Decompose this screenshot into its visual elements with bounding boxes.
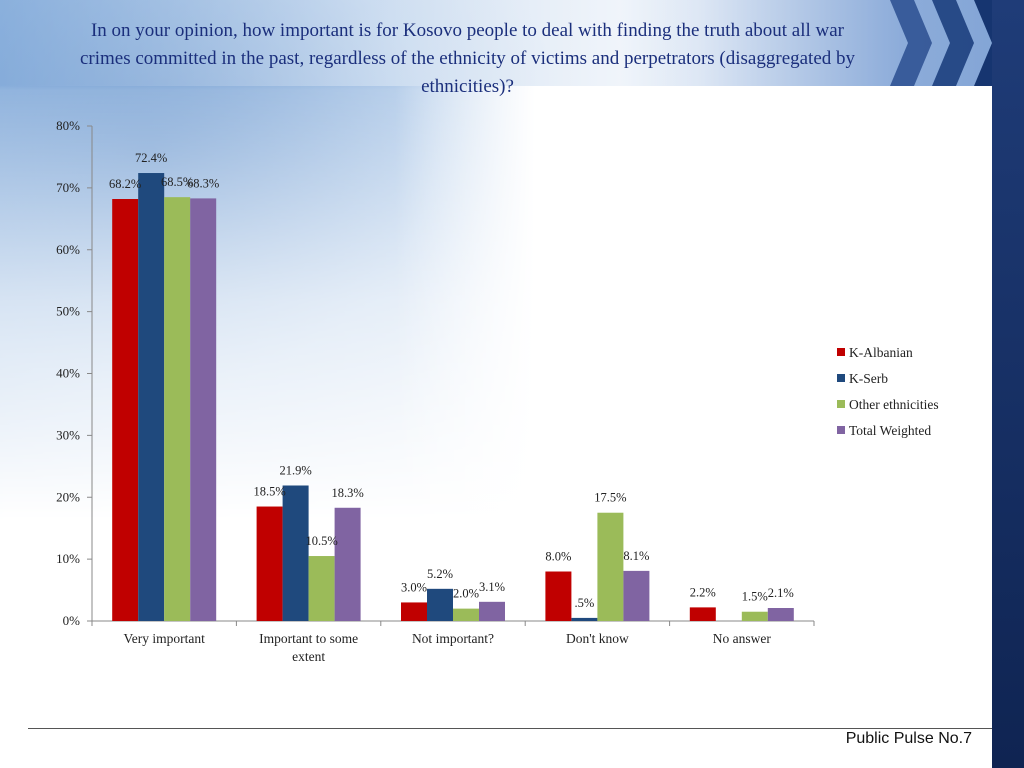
category-label: Not important? — [412, 631, 494, 646]
bar — [741, 611, 768, 621]
y-tick-label: 20% — [56, 489, 80, 504]
legend-swatch — [837, 426, 845, 434]
slide-title: In on your opinion, how important is for… — [79, 20, 856, 97]
legend-label: K-Albanian — [849, 345, 913, 360]
bar — [401, 602, 427, 621]
category-label: Don't know — [566, 631, 629, 646]
data-label: 1.5% — [742, 590, 768, 604]
legend-swatch — [837, 400, 845, 408]
data-label: 8.1% — [623, 549, 649, 563]
footer-label: Public Pulse No.7 — [845, 730, 972, 747]
legend-swatch — [837, 374, 845, 382]
y-tick-label: 30% — [56, 427, 80, 442]
bar — [334, 507, 361, 621]
legend-label: Total Weighted — [849, 423, 931, 438]
data-label: 2.1% — [768, 586, 794, 600]
y-tick-label: 80% — [56, 118, 80, 133]
data-label: 17.5% — [594, 491, 626, 505]
bar — [282, 485, 309, 621]
right-accent-strip — [992, 0, 1024, 768]
data-label: 18.3% — [331, 486, 363, 500]
y-tick-label: 40% — [56, 366, 80, 381]
data-label: 2.2% — [690, 585, 716, 599]
bar — [545, 571, 572, 621]
bar — [308, 556, 335, 621]
y-axis-ticks: 0% 10% 20% 30% 40% 50% 60% 70% 80% — [56, 118, 815, 628]
bar — [164, 197, 191, 621]
bar — [427, 588, 453, 621]
bar — [138, 173, 165, 621]
bar — [479, 601, 505, 621]
bar — [689, 607, 716, 621]
bar — [453, 608, 479, 621]
y-tick-label: 50% — [56, 304, 80, 319]
category-label: No answer — [713, 631, 772, 646]
data-label: 2.0% — [453, 587, 479, 601]
data-label: 10.5% — [305, 534, 337, 548]
data-label: .5% — [575, 596, 595, 610]
legend-label: Other ethnicities — [849, 397, 939, 412]
data-label: 18.5% — [253, 485, 285, 499]
category-label: Important to some extent — [259, 631, 358, 664]
legend-swatch — [837, 348, 845, 356]
data-label: 3.0% — [401, 580, 427, 594]
y-tick-label: 70% — [56, 180, 80, 195]
data-label: 21.9% — [279, 463, 311, 477]
data-label: 72.4% — [135, 151, 167, 165]
data-label: 8.0% — [545, 550, 571, 564]
bar-series — [112, 173, 794, 622]
category-label: Very important — [124, 631, 206, 646]
data-label: 68.2% — [109, 177, 141, 191]
y-tick-label: 10% — [56, 551, 80, 566]
legend-label: K-Serb — [849, 371, 888, 386]
data-label: 68.5% — [161, 175, 193, 189]
y-tick-label: 0% — [63, 613, 81, 628]
bar — [767, 608, 794, 621]
bar — [112, 199, 139, 621]
data-label: 5.2% — [427, 567, 453, 581]
header-band — [0, 0, 1024, 86]
data-labels: 68.2% 72.4% 68.5%68.3% 18.5% 21.9% 10.5% 18.3%… — [109, 151, 794, 610]
category-labels: Very important Important to some extent Not… — [124, 631, 772, 664]
bar — [190, 198, 217, 622]
y-tick-label: 60% — [56, 242, 80, 257]
bar — [597, 512, 624, 621]
bar — [571, 617, 598, 621]
bar — [256, 506, 283, 621]
bar — [623, 570, 650, 621]
footer-divider — [28, 728, 992, 729]
data-label: 68.3% — [187, 176, 219, 190]
data-label: 3.1% — [479, 580, 505, 594]
chart-legend: K-Albanian K-Serb Other ethnicities Total W… — [837, 345, 939, 438]
